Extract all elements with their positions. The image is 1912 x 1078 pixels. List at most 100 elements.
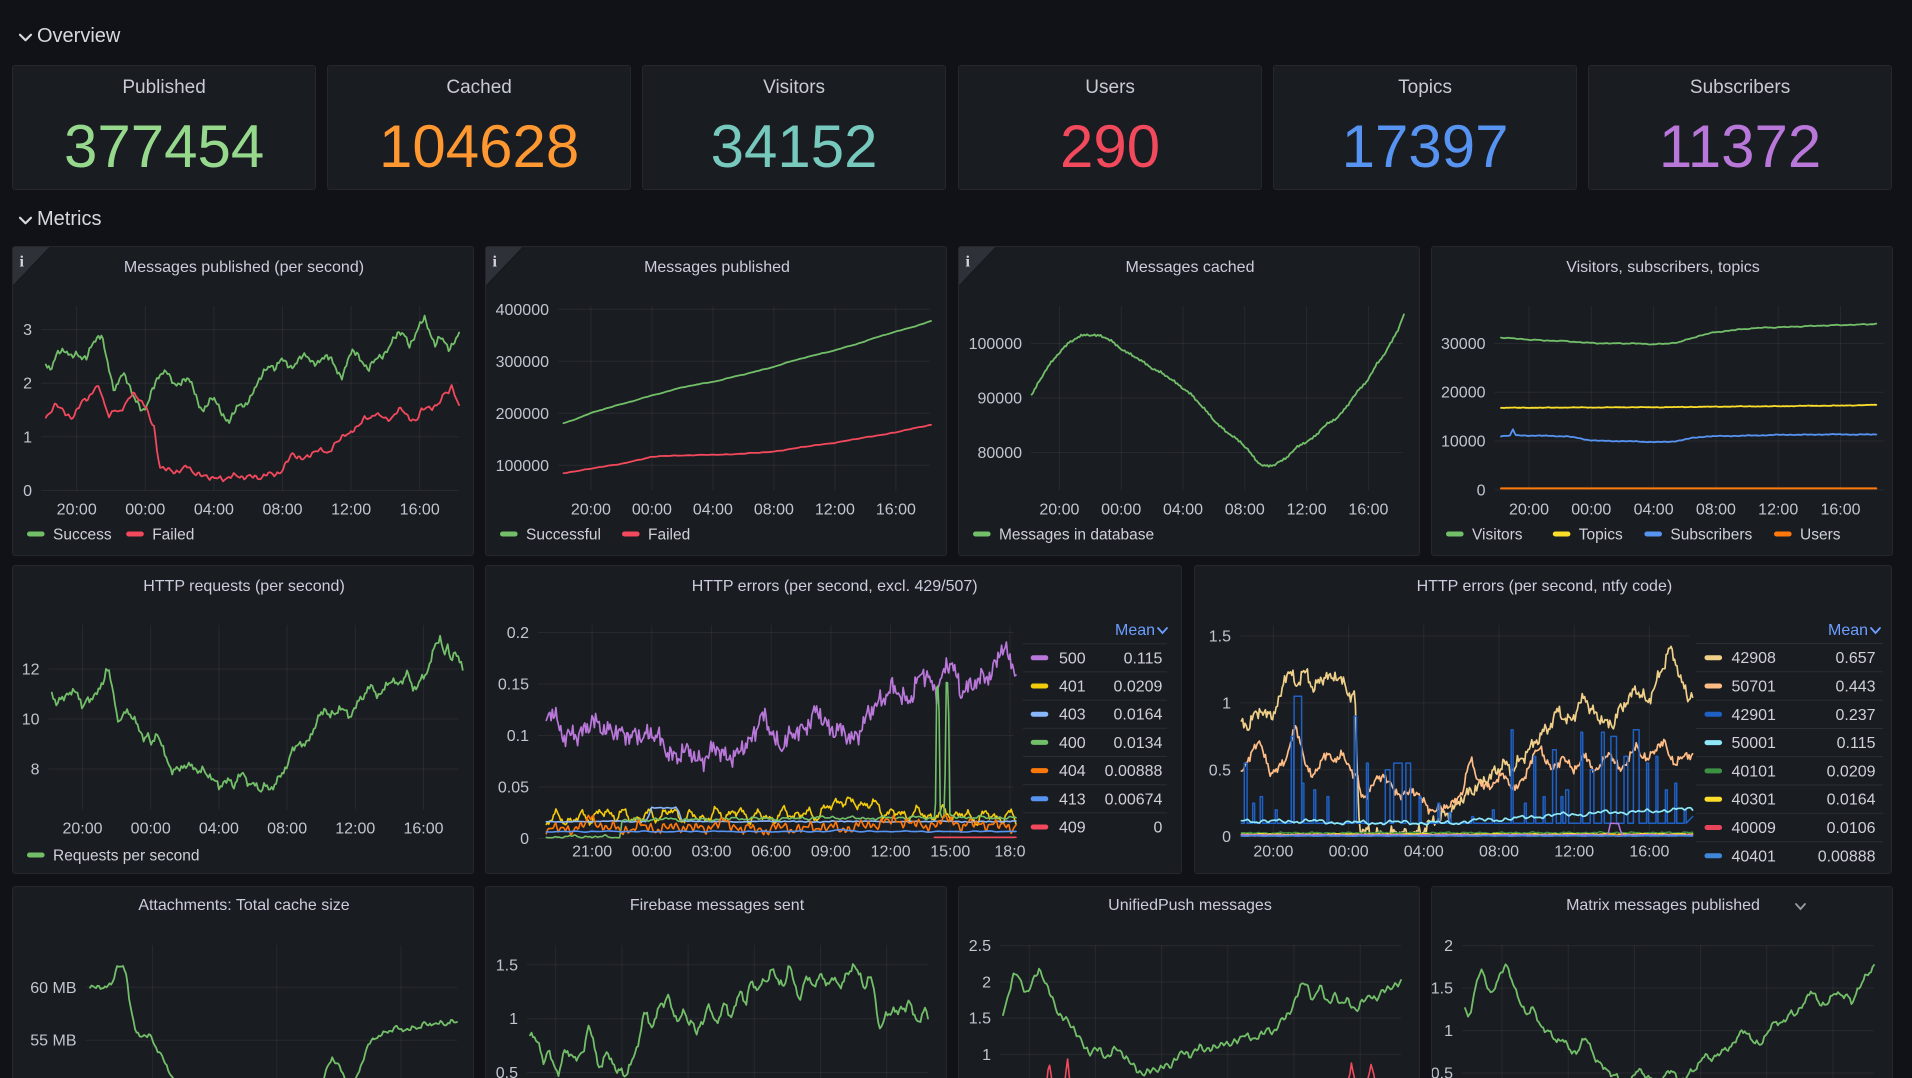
svg-text:20:00: 20:00 [1253,843,1293,860]
svg-text:1.5: 1.5 [1432,980,1453,997]
svg-text:2: 2 [982,974,991,991]
svg-text:0.5: 0.5 [496,1065,518,1078]
svg-text:12: 12 [22,662,40,679]
svg-text:0.0134: 0.0134 [1114,735,1163,752]
svg-text:60 MB: 60 MB [30,979,76,996]
svg-text:08:00: 08:00 [1696,502,1736,519]
svg-text:00:00: 00:00 [1101,502,1141,519]
svg-text:16:00: 16:00 [1629,843,1669,860]
svg-text:1: 1 [509,1011,518,1028]
svg-text:00:00: 00:00 [1328,843,1368,860]
svg-text:55 MB: 55 MB [30,1032,76,1049]
svg-text:0.2: 0.2 [507,625,529,642]
svg-text:401: 401 [1059,679,1086,696]
svg-text:1: 1 [23,429,32,446]
svg-text:30000: 30000 [1441,336,1486,353]
svg-text:0.5: 0.5 [1208,762,1230,779]
svg-text:0.0209: 0.0209 [1114,679,1163,696]
svg-text:0.115: 0.115 [1836,735,1875,752]
svg-text:400000: 400000 [496,302,549,319]
svg-text:20:00: 20:00 [62,821,102,838]
svg-text:Visitors, subscribers, topics: Visitors, subscribers, topics [1566,259,1760,276]
svg-text:18:0: 18:0 [994,843,1025,860]
svg-text:40009: 40009 [1731,820,1776,837]
svg-text:Mean: Mean [1115,622,1155,639]
svg-text:90000: 90000 [978,391,1023,408]
svg-text:0.00888: 0.00888 [1105,763,1163,780]
svg-text:12:00: 12:00 [815,502,855,519]
svg-text:1: 1 [1222,695,1231,712]
svg-text:08:00: 08:00 [262,502,302,519]
svg-text:0.00674: 0.00674 [1105,791,1163,808]
svg-text:0: 0 [1477,482,1486,499]
svg-text:08:00: 08:00 [1479,843,1519,860]
svg-text:i: i [966,254,971,271]
svg-text:Topics: Topics [1579,527,1623,544]
svg-text:2.5: 2.5 [969,938,991,955]
svg-text:00:00: 00:00 [632,502,672,519]
svg-text:12:00: 12:00 [871,843,911,860]
svg-text:06:00: 06:00 [751,843,791,860]
svg-text:HTTP errors (per second, excl.: HTTP errors (per second, excl. 429/507) [692,578,978,595]
svg-text:0.115: 0.115 [1124,650,1163,667]
svg-text:Mean: Mean [1828,622,1868,639]
svg-text:Messages in database: Messages in database [999,527,1154,544]
svg-text:20:00: 20:00 [1509,502,1549,519]
svg-text:12:00: 12:00 [335,821,375,838]
svg-text:403: 403 [1059,707,1086,724]
svg-text:Users: Users [1800,527,1841,544]
svg-text:0: 0 [520,831,529,848]
svg-text:0: 0 [1222,829,1231,846]
svg-text:Attachments: Total cache size: Attachments: Total cache size [138,897,349,914]
svg-text:20000: 20000 [1441,385,1486,402]
svg-text:Firebase messages sent: Firebase messages sent [630,897,805,914]
svg-text:21:00: 21:00 [572,843,612,860]
svg-text:2: 2 [1444,938,1453,955]
svg-text:500: 500 [1059,650,1086,667]
svg-text:1: 1 [1444,1023,1453,1040]
svg-text:0.1: 0.1 [507,728,529,745]
svg-text:Failed: Failed [648,527,690,544]
svg-text:10000: 10000 [1441,434,1486,451]
svg-text:04:00: 04:00 [199,821,239,838]
svg-text:00:00: 00:00 [125,502,165,519]
svg-text:3: 3 [23,322,32,339]
svg-text:42901: 42901 [1731,707,1776,724]
svg-text:16:00: 16:00 [403,821,443,838]
svg-text:0.00888: 0.00888 [1817,848,1875,865]
svg-text:Subscribers: Subscribers [1670,527,1752,544]
svg-text:16:00: 16:00 [1348,502,1388,519]
svg-text:16:00: 16:00 [1820,502,1860,519]
svg-text:12:00: 12:00 [1287,502,1327,519]
svg-text:Visitors: Visitors [1472,527,1523,544]
svg-text:UnifiedPush messages: UnifiedPush messages [1108,897,1272,914]
svg-text:1: 1 [982,1046,991,1063]
svg-text:12:00: 12:00 [331,502,371,519]
svg-text:0.0164: 0.0164 [1826,792,1875,809]
svg-text:0.443: 0.443 [1835,679,1875,696]
svg-text:1.5: 1.5 [1208,629,1230,646]
svg-text:20:00: 20:00 [571,502,611,519]
svg-text:12:00: 12:00 [1758,502,1798,519]
svg-text:1.5: 1.5 [969,1010,991,1027]
svg-text:Messages cached: Messages cached [1126,259,1255,276]
svg-text:00:00: 00:00 [131,821,171,838]
svg-text:100000: 100000 [969,336,1022,353]
svg-text:404: 404 [1059,763,1086,780]
svg-text:2: 2 [23,376,32,393]
svg-text:Messages published: Messages published [644,259,790,276]
svg-text:16:00: 16:00 [876,502,916,519]
svg-text:04:00: 04:00 [194,502,234,519]
svg-text:50001: 50001 [1731,735,1776,752]
svg-text:04:00: 04:00 [693,502,733,519]
svg-text:08:00: 08:00 [1225,502,1265,519]
svg-text:Matrix messages published: Matrix messages published [1566,897,1760,914]
svg-text:03:00: 03:00 [691,843,731,860]
svg-text:0.0106: 0.0106 [1826,820,1875,837]
svg-text:8: 8 [31,762,40,779]
svg-text:409: 409 [1059,819,1086,836]
svg-text:0: 0 [23,483,32,500]
svg-text:00:00: 00:00 [632,843,672,860]
svg-text:Successful: Successful [526,527,601,544]
svg-text:413: 413 [1059,791,1086,808]
